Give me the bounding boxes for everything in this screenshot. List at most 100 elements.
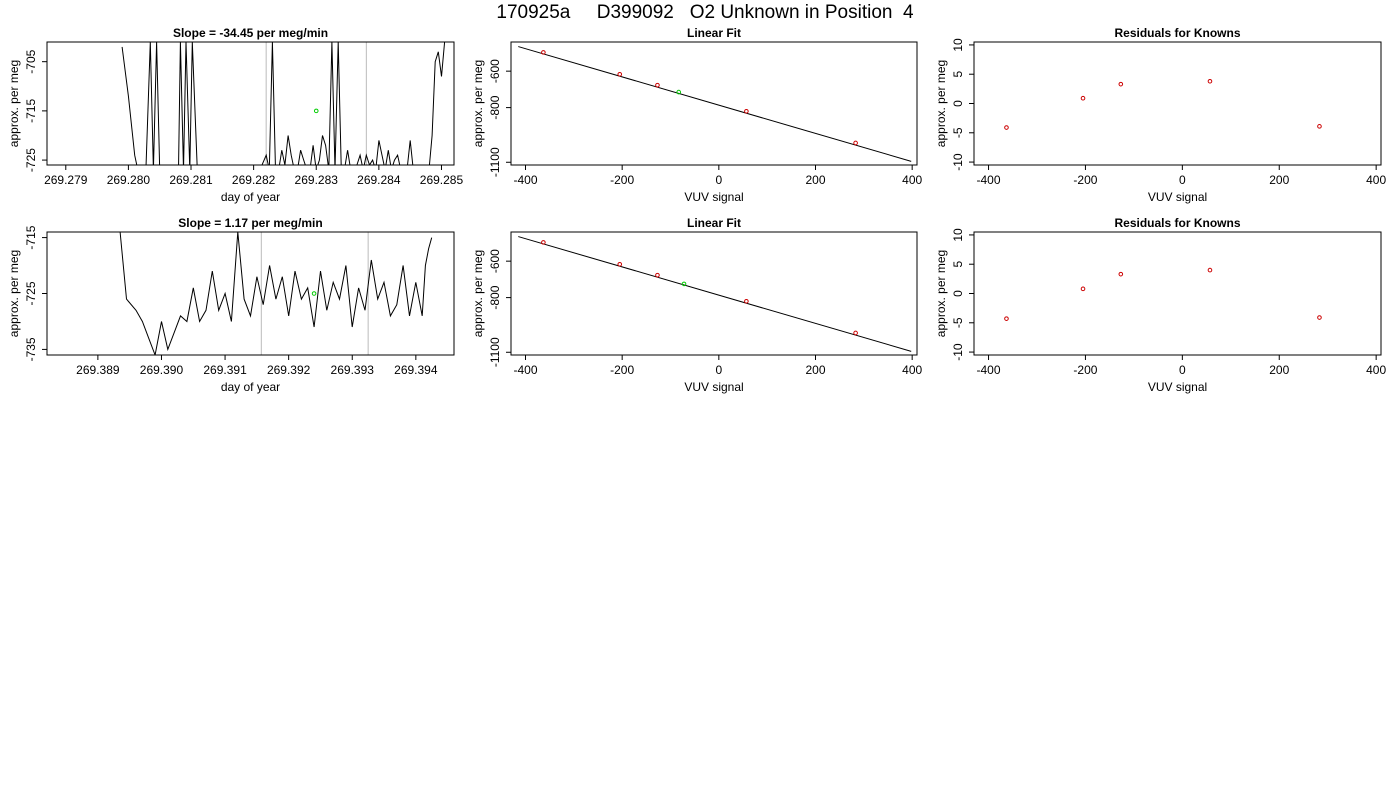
plot-marks xyxy=(1004,78,1322,130)
y-tick-label: -715 xyxy=(24,225,38,249)
known-point xyxy=(541,240,546,245)
known-point xyxy=(1317,124,1322,129)
y-tick-label: -600 xyxy=(488,59,502,83)
known-point xyxy=(655,82,660,88)
known-point xyxy=(617,261,623,267)
y-tick-label: 5 xyxy=(951,71,965,78)
chart-title: Linear Fit xyxy=(687,26,741,40)
y-tick-label: -5 xyxy=(951,127,965,138)
x-tick-label: -200 xyxy=(610,363,634,377)
unknown-point xyxy=(313,108,319,114)
y-axis-label: approx. per meg xyxy=(471,60,485,147)
known-point xyxy=(853,140,858,146)
known-point xyxy=(655,272,660,278)
y-tick-label: -10 xyxy=(951,343,965,361)
chart-panel-4: Slope = 1.17 per meg/min day of year appro… xyxy=(7,216,455,394)
x-tick-label: 269.390 xyxy=(140,363,184,377)
chart-title: Slope = 1.17 per meg/min xyxy=(178,216,322,230)
y-axis-label: approx. per meg xyxy=(471,250,485,337)
x-axis-label: day of year xyxy=(221,380,280,394)
x-tick-label: 400 xyxy=(902,363,922,377)
x-tick-label: -400 xyxy=(513,173,537,187)
plot-marks xyxy=(518,46,912,162)
x-axis-label: VUV signal xyxy=(684,380,743,394)
x-axis-label: VUV signal xyxy=(684,190,743,204)
chart-panel-1: Slope = -34.45 per meg/min day of year app… xyxy=(7,26,463,204)
y-tick-label: -800 xyxy=(488,95,502,119)
chart-panel-6: Residuals for Knowns VUV signal approx. pe… xyxy=(934,216,1386,394)
y-tick-label: -725 xyxy=(24,148,38,172)
plot-frame xyxy=(973,41,1382,166)
plot-marks xyxy=(1004,267,1322,321)
trace-line xyxy=(119,232,433,355)
x-tick-label: 0 xyxy=(715,173,722,187)
plot-frame xyxy=(46,41,455,166)
x-tick-label: 269.392 xyxy=(267,363,311,377)
x-tick-label: 269.285 xyxy=(420,173,464,187)
known-point xyxy=(1207,78,1213,84)
plot-frame xyxy=(510,231,918,356)
y-tick-label: -1100 xyxy=(488,337,502,367)
y-tick-label: -725 xyxy=(24,281,38,305)
x-tick-label: 269.394 xyxy=(394,363,438,377)
y-tick-label: -1100 xyxy=(488,147,502,177)
y-tick-label: -800 xyxy=(488,285,502,309)
known-point xyxy=(1118,271,1124,277)
y-axis-label: approx. per meg xyxy=(934,60,948,147)
known-point xyxy=(1080,95,1086,101)
x-tick-label: 200 xyxy=(805,173,825,187)
chart-title: Residuals for Knowns xyxy=(1114,216,1240,230)
x-tick-label: -200 xyxy=(1073,363,1097,377)
x-tick-label: 269.283 xyxy=(295,173,339,187)
plot-marks xyxy=(121,42,448,165)
x-tick-label: 269.282 xyxy=(232,173,276,187)
x-tick-label: 400 xyxy=(1366,363,1386,377)
chart-title: Slope = -34.45 per meg/min xyxy=(173,26,328,40)
y-tick-label: -600 xyxy=(488,249,502,273)
plot-frame xyxy=(46,231,455,356)
x-tick-label: 269.391 xyxy=(203,363,247,377)
known-point xyxy=(541,50,546,55)
unknown-point xyxy=(681,281,687,287)
known-point xyxy=(853,330,858,336)
x-tick-label: 269.280 xyxy=(107,173,151,187)
known-point xyxy=(1004,316,1009,321)
x-tick-label: 269.281 xyxy=(169,173,213,187)
x-axis-label: VUV signal xyxy=(1148,380,1207,394)
x-axis-label: VUV signal xyxy=(1148,190,1207,204)
chart-panel-3: Residuals for Knowns VUV signal approx. pe… xyxy=(934,26,1386,204)
y-tick-label: 5 xyxy=(951,261,965,268)
plot-frame xyxy=(973,231,1382,356)
x-tick-label: 269.284 xyxy=(357,173,401,187)
known-point xyxy=(744,108,749,114)
y-tick-label: 10 xyxy=(951,38,965,52)
page-title: 170925a D399092 O2 Unknown in Position 4 xyxy=(496,2,914,23)
x-tick-label: 200 xyxy=(1269,173,1289,187)
known-point xyxy=(1080,286,1086,292)
known-point xyxy=(1207,267,1213,273)
known-point xyxy=(1004,125,1009,130)
known-point xyxy=(1317,315,1322,320)
x-tick-label: -400 xyxy=(977,363,1001,377)
y-axis-label: approx. per meg xyxy=(7,60,21,147)
x-tick-label: -200 xyxy=(1073,173,1097,187)
fit-line xyxy=(518,46,912,162)
y-tick-label: -735 xyxy=(24,337,38,361)
x-tick-label: -400 xyxy=(513,363,537,377)
x-tick-label: 200 xyxy=(805,363,825,377)
y-axis-label: approx. per meg xyxy=(7,250,21,337)
y-tick-label: -705 xyxy=(24,49,38,73)
y-axis-label: approx. per meg xyxy=(934,250,948,337)
fit-line xyxy=(518,236,912,352)
plot-marks xyxy=(518,236,912,352)
x-tick-label: 200 xyxy=(1269,363,1289,377)
x-tick-label: 269.393 xyxy=(331,363,375,377)
x-tick-label: 0 xyxy=(715,363,722,377)
x-tick-label: -200 xyxy=(610,173,634,187)
y-tick-label: 10 xyxy=(951,228,965,242)
y-tick-label: 0 xyxy=(951,100,965,107)
chart-title: Linear Fit xyxy=(687,216,741,230)
